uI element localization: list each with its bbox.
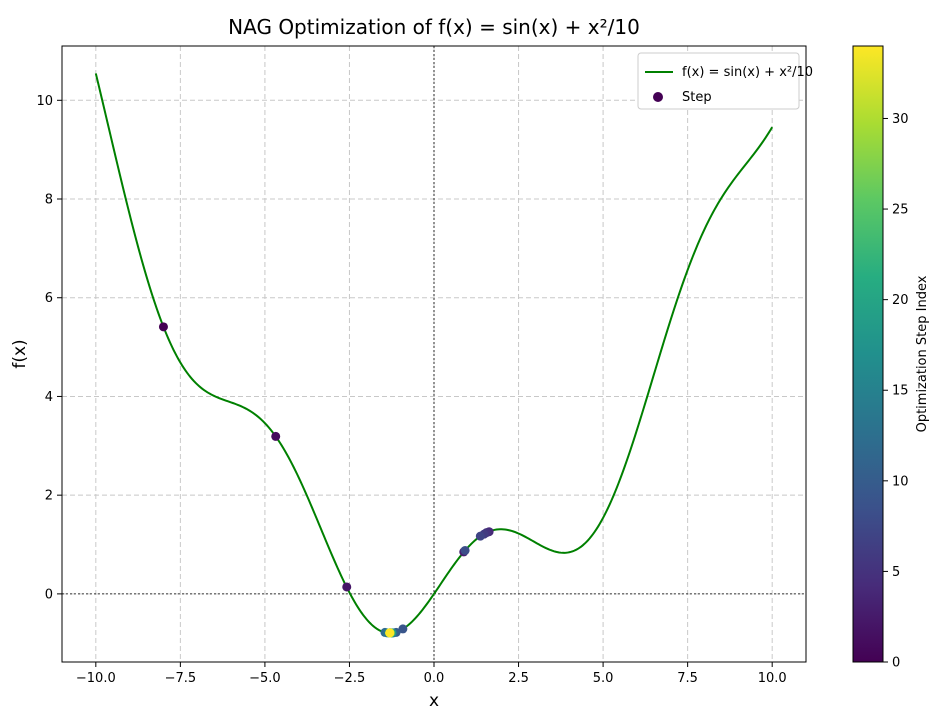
colorbar-tick-label: 20 bbox=[892, 293, 909, 308]
x-tick-label: −2.5 bbox=[334, 671, 366, 686]
colorbar-tick-label: 15 bbox=[892, 384, 909, 399]
y-tick-label: 0 bbox=[45, 587, 53, 602]
x-tick-label: 5.0 bbox=[593, 671, 614, 686]
x-tick-label: −5.0 bbox=[249, 671, 281, 686]
step-point bbox=[158, 322, 168, 332]
colorbar-tick-label: 5 bbox=[892, 565, 900, 580]
legend-box bbox=[637, 52, 800, 110]
chart-title: NAG Optimization of f(x) = sin(x) + x²/1… bbox=[228, 15, 640, 39]
y-axis-label: f(x) bbox=[10, 339, 30, 368]
y-tick-label: 2 bbox=[45, 489, 53, 504]
step-point bbox=[342, 582, 352, 592]
colorbar-tick-label: 10 bbox=[892, 474, 909, 489]
y-tick-label: 4 bbox=[45, 390, 53, 405]
legend-label-function: f(x) = sin(x) + x²/10 bbox=[682, 65, 813, 80]
x-tick-label: −10.0 bbox=[76, 671, 116, 686]
colorbar-gradient bbox=[852, 45, 884, 663]
y-tick-label: 8 bbox=[45, 193, 53, 208]
colorbar-tick-label: 25 bbox=[892, 203, 909, 218]
y-axis-ticks: 0 2 4 6 8 10 bbox=[36, 94, 62, 602]
y-tick-label: 6 bbox=[45, 291, 53, 306]
legend-marker-swatch bbox=[653, 92, 663, 102]
step-point bbox=[475, 531, 485, 541]
step-point bbox=[385, 628, 395, 638]
step-point bbox=[271, 431, 281, 441]
x-axis-ticks: −10.0 −7.5 −5.0 −2.5 0.0 2.5 5.0 7.5 10.0 bbox=[76, 662, 787, 686]
function-curve bbox=[94, 73, 774, 635]
grid bbox=[62, 46, 806, 662]
colorbar: 0 5 10 15 20 25 30 Optimization Step Index bbox=[852, 45, 930, 671]
colorbar-tick-label: 0 bbox=[892, 656, 900, 671]
x-tick-label: −7.5 bbox=[165, 671, 197, 686]
colorbar-label: Optimization Step Index bbox=[915, 275, 930, 432]
step-points bbox=[158, 322, 494, 638]
step-point bbox=[460, 545, 470, 555]
step-point bbox=[398, 624, 408, 634]
function-line bbox=[94, 73, 774, 635]
legend: f(x) = sin(x) + x²/10 Step bbox=[637, 52, 813, 110]
y-tick-label: 10 bbox=[36, 94, 53, 109]
colorbar-tick-label: 30 bbox=[892, 112, 909, 127]
x-tick-label: 10.0 bbox=[758, 671, 787, 686]
x-tick-label: 0.0 bbox=[424, 671, 445, 686]
legend-label-step: Step bbox=[682, 90, 712, 105]
x-tick-label: 2.5 bbox=[508, 671, 529, 686]
colorbar-ticks: 0 5 10 15 20 25 30 bbox=[883, 112, 909, 671]
x-axis-label: x bbox=[429, 691, 439, 711]
x-tick-label: 7.5 bbox=[677, 671, 698, 686]
